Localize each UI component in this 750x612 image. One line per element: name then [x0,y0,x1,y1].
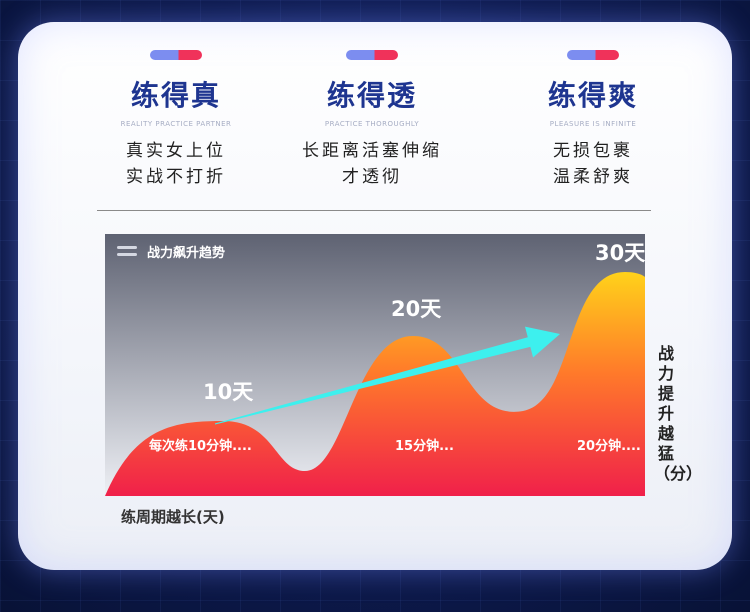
pill-indicator [150,50,202,60]
pill-indicator [346,50,398,60]
feature-title: 练得爽 [547,79,638,112]
feature-subtitle: PRACTICE THOROUGHLY [324,120,420,128]
feature-title: 练得透 [326,79,417,112]
trend-chart: 10天 20天 30天每次练10分钟.... 15分钟... 20分钟.... 战力飙升… [105,234,665,554]
feature-line: 才透彻 [342,167,402,187]
feature-pleasure: 练得爽 PLEASURE IS INFINITE 无损包裹 温柔舒爽 [493,50,693,190]
pill-indicator [567,50,619,60]
peak-label: 20天 [391,297,442,321]
trend-arrow [214,326,560,425]
peak-label: 10天 [203,380,254,404]
feature-real: 练得真 REALITY PRACTICE PARTNER 真实女上位 实战不打折 [76,50,276,190]
feature-thorough: 练得透 PRACTICE THOROUGHLY 长距离活塞伸缩 才透彻 [272,50,472,190]
feature-description: 无损包裹 温柔舒爽 [493,138,693,190]
feature-line: 无损包裹 [553,141,633,161]
chart-title: 战力飙升趋势 [147,245,225,261]
y-axis-label: 战力提升越猛（分） [654,344,703,483]
feature-line: 长距离活塞伸缩 [302,141,442,161]
feature-description: 长距离活塞伸缩 才透彻 [272,138,472,190]
annotation-label: 20分钟.... [577,438,641,454]
feature-line: 真实女上位 [126,141,226,161]
peak-label: 30天 [595,241,646,265]
feature-title: 练得真 [130,79,221,112]
annotation-label: 每次练10分钟.... [149,438,252,454]
annotation-label: 15分钟... [395,438,454,454]
feature-subtitle: REALITY PRACTICE PARTNER [120,120,232,128]
divider [97,210,651,211]
info-card: 练得真 REALITY PRACTICE PARTNER 真实女上位 实战不打折… [18,22,732,570]
feature-line: 实战不打折 [126,167,226,187]
feature-subtitle: PLEASURE IS INFINITE [549,120,637,128]
x-axis-label: 练周期越长(天) [121,508,225,526]
feature-line: 温柔舒爽 [553,167,633,187]
feature-description: 真实女上位 实战不打折 [76,138,276,190]
menu-icon [117,246,137,256]
